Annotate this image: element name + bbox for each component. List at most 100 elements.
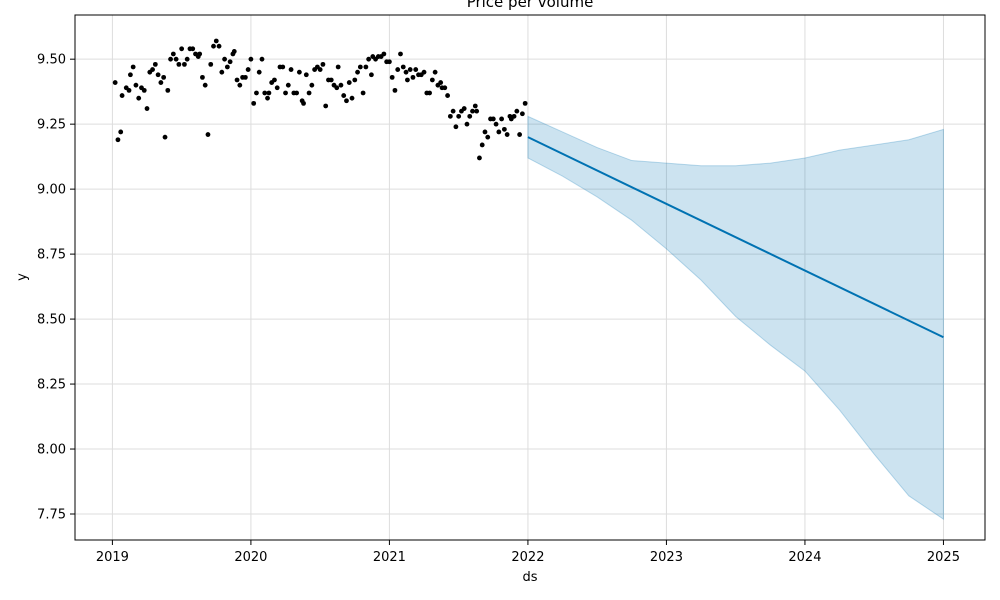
observed-point [447, 113, 453, 119]
observed-point [338, 82, 344, 88]
observed-point [344, 98, 349, 104]
observed-points [112, 38, 528, 161]
observed-point [254, 90, 259, 96]
observed-point [213, 38, 219, 44]
observed-point [349, 95, 355, 101]
observed-point [403, 69, 409, 75]
observed-point [197, 51, 203, 57]
observed-point [522, 100, 528, 106]
y-tick-label: 9.25 [37, 118, 66, 133]
observed-point [400, 64, 406, 70]
observed-point [320, 61, 326, 67]
forecast-line [527, 136, 944, 339]
y-tick-label: 8.50 [37, 313, 66, 328]
observed-point [363, 64, 369, 70]
observed-point [150, 67, 155, 72]
observed-point [205, 132, 211, 137]
uncertainty-band [527, 115, 944, 521]
observed-point [200, 74, 205, 80]
y-axis-ticks: 7.75 8.00 8.25 8.50 8.75 9.00 9.25 9.50 [37, 53, 75, 523]
observed-point [309, 82, 315, 88]
observed-point [115, 137, 121, 143]
observed-point [395, 67, 401, 72]
observed-point [248, 56, 254, 62]
observed-point [173, 56, 179, 62]
observed-point [514, 108, 520, 114]
observed-point [335, 64, 341, 70]
observed-point [112, 80, 118, 85]
observed-point [366, 56, 372, 62]
observed-point [179, 46, 185, 52]
observed-point [438, 80, 444, 85]
observed-point [251, 100, 257, 106]
observed-point [119, 93, 125, 98]
x-tick-label: 2020 [234, 550, 267, 565]
observed-point [519, 111, 525, 117]
observed-point [296, 69, 302, 75]
y-tick-label: 8.75 [37, 248, 66, 263]
observed-point [256, 69, 262, 75]
observed-point [427, 90, 432, 96]
observed-point [133, 82, 139, 88]
observed-point [126, 87, 132, 93]
observed-point [369, 72, 374, 78]
observed-point [158, 80, 164, 85]
x-tick-label: 2021 [373, 550, 406, 565]
observed-point [127, 72, 133, 78]
observed-point [219, 69, 225, 75]
observed-point [479, 142, 485, 148]
observed-point [165, 87, 171, 93]
observed-point [485, 134, 491, 140]
y-axis-label: y [15, 273, 30, 281]
observed-point [262, 90, 268, 96]
observed-point [482, 129, 488, 135]
observed-point [474, 108, 480, 114]
observed-point [265, 95, 270, 101]
observed-point [303, 72, 309, 78]
observed-point [421, 69, 427, 75]
observed-point [407, 67, 413, 72]
observed-point [464, 121, 470, 127]
observed-point [389, 74, 395, 80]
observed-point [168, 56, 173, 62]
y-tick-label: 8.00 [37, 443, 66, 458]
x-axis-label: ds [522, 570, 537, 585]
observed-point [274, 85, 280, 91]
observed-point [182, 61, 187, 67]
observed-point [490, 116, 496, 122]
observed-point [328, 77, 334, 83]
grid-lines [75, 15, 985, 540]
y-tick-label: 9.50 [37, 53, 66, 68]
observed-point [470, 108, 475, 114]
observed-point [357, 64, 363, 70]
observed-point [234, 77, 240, 83]
observed-point [222, 56, 227, 62]
observed-point [283, 90, 288, 96]
observed-point [341, 93, 347, 98]
observed-point [118, 129, 124, 135]
observed-point [294, 90, 300, 96]
observed-point [392, 87, 398, 93]
observed-point [161, 74, 167, 80]
observed-point [346, 80, 352, 85]
observed-point [176, 61, 182, 67]
y-tick-label: 7.75 [37, 508, 66, 523]
observed-point [445, 93, 450, 98]
observed-point [429, 77, 435, 83]
y-tick-label: 9.00 [37, 183, 66, 198]
observed-point [442, 85, 448, 91]
observed-point [170, 51, 176, 57]
observed-point [410, 74, 416, 80]
observed-point [405, 77, 410, 83]
observed-point [352, 77, 358, 83]
observed-point [387, 59, 392, 65]
x-tick-label: 2024 [788, 550, 821, 565]
x-tick-label: 2023 [650, 550, 683, 565]
observed-point [323, 103, 329, 109]
observed-point [477, 155, 482, 161]
observed-point [272, 77, 277, 83]
observed-point [141, 87, 147, 93]
chart-title: Price per volume [467, 0, 594, 11]
observed-point [266, 90, 272, 96]
